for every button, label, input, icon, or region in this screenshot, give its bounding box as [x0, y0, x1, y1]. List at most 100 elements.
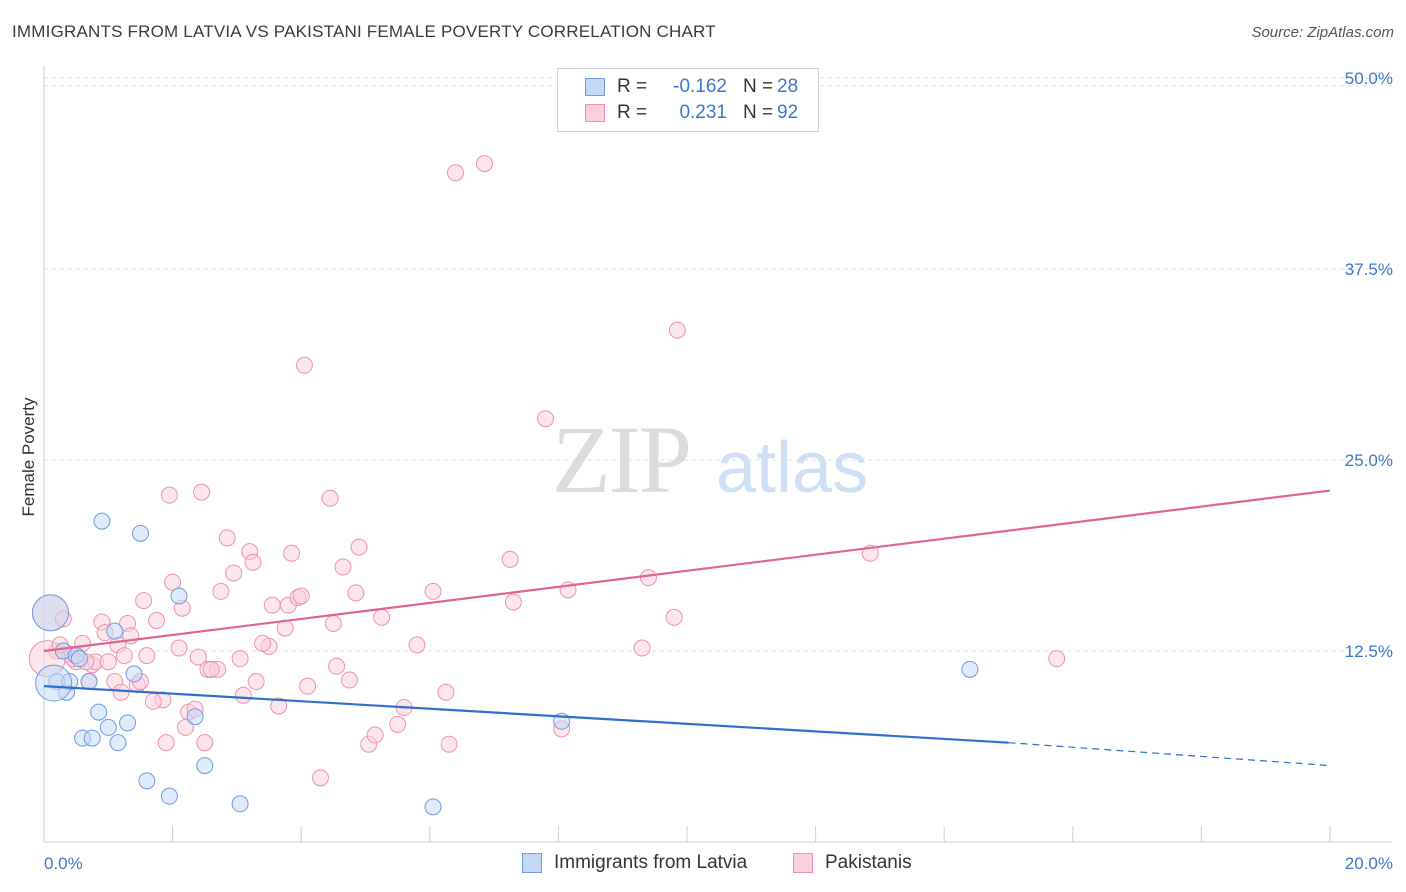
legend-row-pakistanis: R = 0.231 N = 92	[558, 100, 798, 126]
data-point-pakistanis	[212, 582, 230, 600]
series-legend-pakistanis[interactable]: Pakistanis	[793, 852, 912, 874]
data-point-latvia	[119, 714, 137, 732]
data-point-pakistanis	[501, 550, 519, 568]
data-point-pakistanis	[247, 673, 265, 691]
legend-n-label: N =	[743, 102, 774, 123]
trend-lines	[43, 489, 1331, 767]
data-point-pakistanis	[144, 692, 162, 710]
data-point-pakistanis	[537, 410, 555, 428]
legend-r-value: 0.231	[679, 102, 727, 123]
data-point-latvia	[80, 673, 98, 691]
data-point-latvia	[90, 703, 108, 721]
legend-r-value: -0.162	[673, 76, 727, 97]
watermark-zip: ZIP	[552, 406, 690, 513]
data-point-pakistanis	[218, 529, 236, 547]
data-points	[28, 155, 1066, 816]
data-point-latvia	[160, 787, 178, 805]
data-point-latvia	[83, 729, 101, 747]
data-point-latvia	[99, 718, 117, 736]
data-point-pakistanis	[202, 660, 220, 678]
data-point-pakistanis	[440, 735, 458, 753]
series-legend-latvia[interactable]: Immigrants from Latvia	[522, 852, 747, 874]
data-point-pakistanis	[157, 734, 175, 752]
data-point-pakistanis	[263, 596, 281, 614]
trend-line-latvia	[43, 685, 1009, 744]
correlation-legend: R = -0.162 N = 28 R = 0.231 N = 92	[557, 68, 819, 132]
data-point-pakistanis	[244, 553, 262, 571]
data-point-pakistanis	[295, 356, 313, 374]
series-label-pakistanis: Pakistanis	[825, 852, 912, 873]
legend-n-value: 28	[777, 76, 799, 97]
legend-swatch-pakistanis	[585, 104, 605, 122]
x-tick-label: 20.0%	[1345, 854, 1393, 873]
data-point-pakistanis	[164, 573, 182, 591]
data-point-pakistanis	[340, 671, 358, 689]
data-point-pakistanis	[254, 634, 272, 652]
data-point-pakistanis	[99, 653, 117, 671]
data-point-pakistanis	[321, 489, 339, 507]
series-swatch-latvia	[522, 853, 542, 873]
y-tick-label: 37.5%	[1345, 260, 1393, 279]
data-point-latvia	[93, 512, 111, 530]
series-swatch-pakistanis	[793, 853, 813, 873]
data-point-latvia	[35, 664, 73, 702]
data-point-pakistanis	[324, 614, 342, 632]
data-point-latvia	[961, 660, 979, 678]
data-point-latvia	[125, 665, 143, 683]
data-point-pakistanis	[311, 769, 329, 787]
data-point-latvia	[170, 587, 188, 605]
data-point-pakistanis	[665, 608, 683, 626]
data-point-pakistanis	[115, 647, 133, 665]
legend-swatch-latvia	[585, 78, 605, 96]
x-tick-label: 0.0%	[44, 854, 83, 873]
legend-r-label: R =	[617, 102, 648, 123]
data-point-pakistanis	[437, 683, 455, 701]
data-point-latvia	[109, 734, 127, 752]
data-point-latvia	[138, 772, 156, 790]
watermark: ZIP atlas	[552, 406, 868, 513]
data-point-pakistanis	[225, 564, 243, 582]
data-point-pakistanis	[196, 734, 214, 752]
watermark-atlas: atlas	[716, 428, 868, 508]
y-tick-label: 25.0%	[1345, 451, 1393, 470]
data-point-latvia	[186, 708, 204, 726]
legend-row-latvia: R = -0.162 N = 28	[558, 74, 798, 100]
data-point-pakistanis	[135, 592, 153, 610]
data-point-pakistanis	[366, 726, 384, 744]
data-point-pakistanis	[328, 657, 346, 675]
data-point-pakistanis	[1048, 650, 1066, 668]
data-point-pakistanis	[292, 587, 310, 605]
data-point-latvia	[70, 650, 88, 668]
data-point-pakistanis	[475, 155, 493, 173]
trend-line-pakistanis	[43, 489, 1331, 653]
data-point-pakistanis	[148, 611, 166, 629]
data-point-pakistanis	[189, 648, 207, 666]
data-point-pakistanis	[299, 677, 317, 695]
data-point-pakistanis	[334, 558, 352, 576]
data-point-latvia	[424, 798, 442, 816]
data-point-pakistanis	[408, 636, 426, 654]
data-point-pakistanis	[447, 164, 465, 182]
data-point-pakistanis	[389, 715, 407, 733]
data-point-pakistanis	[668, 321, 686, 339]
legend-r-label: R =	[617, 76, 648, 97]
trend-line-latvia-projection	[1008, 742, 1331, 767]
data-point-pakistanis	[283, 544, 301, 562]
axes	[43, 66, 1392, 843]
series-legend: Immigrants from Latvia Pakistanis	[0, 852, 1406, 876]
data-point-latvia	[31, 594, 69, 632]
data-point-pakistanis	[231, 650, 249, 668]
data-point-pakistanis	[504, 593, 522, 611]
chart-title: IMMIGRANTS FROM LATVIA VS PAKISTANI FEMA…	[12, 22, 716, 41]
legend-n-value: 92	[777, 102, 799, 123]
data-point-pakistanis	[193, 483, 211, 501]
y-tick-label: 50.0%	[1345, 69, 1393, 88]
data-point-pakistanis	[639, 569, 657, 587]
y-tick-label: 12.5%	[1345, 642, 1393, 661]
data-point-pakistanis	[424, 582, 442, 600]
data-point-latvia	[196, 757, 214, 775]
data-point-pakistanis	[170, 639, 188, 657]
legend-n-label: N =	[743, 76, 774, 97]
data-point-pakistanis	[112, 683, 130, 701]
tick-labels: 12.5% 25.0% 37.5% 50.0% 0.0% 20.0%	[44, 69, 1393, 873]
